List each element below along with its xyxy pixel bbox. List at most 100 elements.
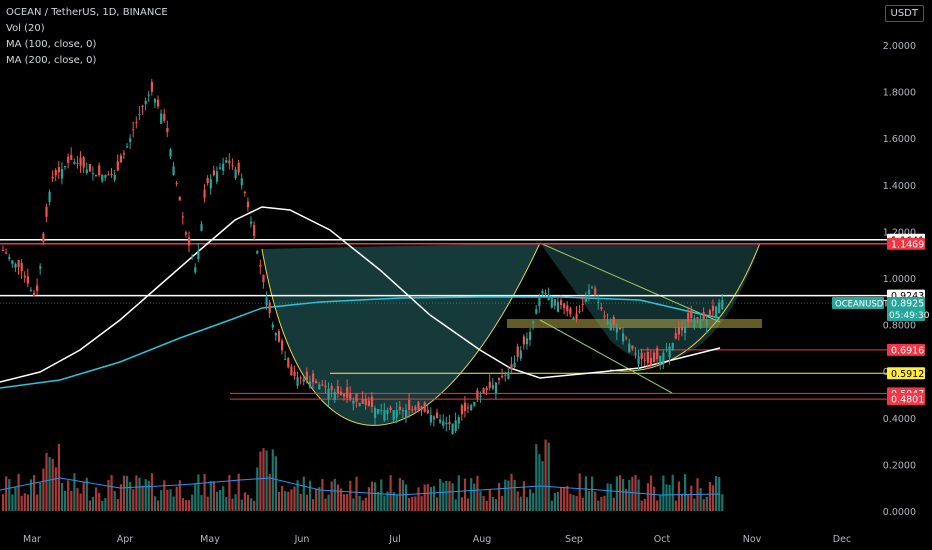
- volume-bar-189: [587, 491, 591, 511]
- volume-bar-151: [470, 478, 473, 511]
- volume-bar-110: [343, 494, 346, 511]
- volume-bar-42: [132, 489, 135, 511]
- candle-body-148: [460, 405, 463, 415]
- y-tick-8: 0.4000: [883, 414, 916, 425]
- volume-bar-10: [33, 475, 36, 511]
- candle-body-77: [240, 178, 243, 186]
- candle-body-32: [101, 175, 104, 182]
- candle-body-111: [346, 387, 349, 399]
- volume-bar-48: [150, 473, 153, 511]
- candle-body-207: [643, 359, 646, 361]
- candle-body-138: [429, 414, 432, 423]
- volume-bar-25: [79, 493, 82, 511]
- volume-bar-116: [361, 500, 364, 511]
- volume-bar-129: [401, 479, 405, 511]
- volume-bar-132: [411, 496, 414, 511]
- x-tick-1: Apr: [117, 534, 134, 545]
- volume-bar-138: [429, 486, 432, 511]
- candle-body-163: [507, 372, 510, 379]
- candle-body-17: [54, 170, 57, 176]
- candle-body-190: [591, 287, 594, 289]
- handle-curve: [609, 242, 761, 372]
- volume-bar-172: [535, 444, 538, 511]
- x-tick-2: May: [200, 534, 220, 545]
- currency-button[interactable]: USDT: [884, 5, 924, 22]
- candle-body-30: [95, 174, 98, 176]
- volume-bar-26: [82, 481, 85, 511]
- indicator-volume[interactable]: Vol (20): [6, 23, 45, 34]
- volume-bar-71: [222, 486, 225, 511]
- volume-bar-190: [591, 476, 594, 511]
- candle-body-180: [560, 300, 563, 305]
- candle-body-9: [29, 289, 33, 291]
- candle-body-37: [116, 161, 119, 171]
- candle-body-118: [367, 400, 370, 406]
- candle-body-199: [618, 327, 622, 330]
- volume-bar-76: [237, 473, 240, 511]
- volume-bar-183: [569, 493, 572, 511]
- volume-bar-63: [197, 474, 200, 511]
- symbol-title[interactable]: OCEAN / TetherUS, 1D, BINANCE: [6, 7, 168, 18]
- volume-bar-182: [566, 485, 569, 511]
- candle-body-170: [529, 332, 532, 340]
- level-label-bg-6: [887, 393, 925, 406]
- volume-bar-213: [662, 475, 665, 511]
- candle-body-132: [411, 409, 414, 411]
- volume-bar-79: [246, 494, 250, 511]
- candle-body-99: [308, 381, 312, 388]
- candle-body-20: [64, 166, 67, 168]
- candle-body-161: [501, 375, 504, 378]
- candle-body-117: [364, 398, 367, 405]
- indicator-ma100[interactable]: MA (100, close, 0): [6, 39, 97, 50]
- volume-bar-122: [380, 479, 383, 511]
- volume-bar-12: [39, 482, 42, 511]
- volume-bar-97: [302, 476, 305, 511]
- symbol-tag: OCEANUSDT: [835, 300, 889, 310]
- candle-body-87: [271, 324, 274, 328]
- candle-body-106: [330, 385, 333, 391]
- volume-bar-28: [88, 500, 91, 511]
- candle-body-162: [504, 374, 507, 376]
- volume-bar-161: [501, 495, 504, 511]
- volume-bar-130: [405, 484, 408, 511]
- candle-body-61: [191, 256, 194, 258]
- candle-body-204: [634, 353, 637, 355]
- candle-body-151: [470, 404, 473, 411]
- candle-body-36: [113, 175, 116, 180]
- volume-bar-34: [107, 479, 110, 511]
- candle-body-0: [2, 249, 5, 251]
- volume-bar-196: [609, 483, 612, 511]
- volume-bar-223: [693, 498, 696, 511]
- candle-body-55: [172, 166, 175, 175]
- candle-body-85: [265, 297, 268, 306]
- volume-bar-36: [113, 490, 116, 511]
- volume-bar-118: [367, 487, 370, 511]
- candle-body-171: [532, 321, 535, 324]
- volume-bar-195: [606, 483, 609, 511]
- candle-body-168: [522, 336, 525, 345]
- candle-body-124: [386, 410, 389, 414]
- candle-body-182: [566, 305, 569, 312]
- symbol-tag-bg: [832, 297, 884, 310]
- y-tick-1: 1.8000: [883, 88, 916, 99]
- candle-body-134: [417, 402, 420, 410]
- volume-bar-31: [98, 492, 101, 511]
- candle-body-198: [615, 327, 618, 333]
- indicator-ma200[interactable]: MA (200, close, 0): [6, 55, 97, 66]
- volume-bar-15: [48, 457, 51, 511]
- candle-body-133: [414, 406, 417, 410]
- volume-bar-124: [386, 491, 389, 511]
- x-tick-3: Jun: [294, 534, 310, 545]
- volume-bar-154: [479, 491, 482, 511]
- cup-fill-left: [262, 243, 540, 426]
- candle-body-35: [110, 173, 113, 175]
- candle-body-206: [640, 352, 643, 359]
- volume-bar-11: [36, 494, 39, 511]
- volume-bar-80: [250, 498, 253, 511]
- volume-bar-139: [432, 486, 436, 511]
- ma200-line: [0, 206, 721, 383]
- candle-body-25: [79, 157, 82, 166]
- candle-body-62: [194, 267, 197, 273]
- candle-body-216: [671, 342, 674, 351]
